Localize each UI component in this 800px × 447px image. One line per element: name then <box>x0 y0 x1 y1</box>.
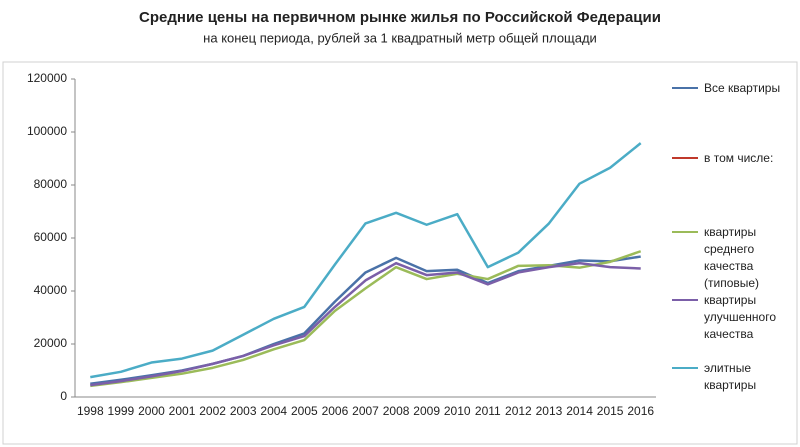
series-line <box>90 255 641 385</box>
x-tick-label: 2002 <box>199 404 226 418</box>
x-tick-label: 2013 <box>536 404 563 418</box>
series-line <box>90 261 641 387</box>
y-tick-label: 20000 <box>34 336 68 350</box>
legend-swatch <box>672 231 698 233</box>
chart-title: Средние цены на первичном рынке жилья по… <box>139 9 661 26</box>
y-tick-label: 80000 <box>34 177 68 191</box>
x-tick-label: 2006 <box>322 404 349 418</box>
legend-label: в том числе: <box>704 151 774 165</box>
legend-label: квартиры улучшенного качества <box>704 293 777 341</box>
legend-swatch <box>672 87 698 89</box>
legend-label: квартиры среднего качества (типовые) <box>704 225 760 290</box>
series-line <box>90 142 642 379</box>
y-tick-label: 60000 <box>34 230 68 244</box>
y-tick-label: 120000 <box>27 71 67 85</box>
x-tick-label: 2016 <box>627 404 654 418</box>
legend-label: элитные квартиры <box>704 361 757 392</box>
x-tick-label: 2015 <box>597 404 624 418</box>
x-tick-label: 2007 <box>352 404 379 418</box>
legend-item: элитные квартиры <box>672 360 797 394</box>
legend-item: квартиры улучшенного качества <box>672 292 797 343</box>
legend-item: Все квартиры <box>672 80 797 97</box>
y-tick-label: 0 <box>60 389 67 403</box>
legend-swatch <box>672 157 698 159</box>
legend-item: в том числе: <box>672 150 797 167</box>
x-tick-label: 2010 <box>444 404 471 418</box>
x-tick-label: 2014 <box>566 404 593 418</box>
x-tick-label: 1998 <box>77 404 104 418</box>
legend-swatch <box>672 367 698 369</box>
y-tick-label: 40000 <box>34 283 68 297</box>
x-tick-label: 2011 <box>475 404 501 418</box>
x-tick-label: 2004 <box>260 404 287 418</box>
x-tick-label: 2012 <box>505 404 532 418</box>
chart-subtitle: на конец периода, рублей за 1 квадратный… <box>203 30 597 45</box>
x-tick-label: 2008 <box>383 404 410 418</box>
x-tick-label: 2005 <box>291 404 318 418</box>
x-tick-label: 2000 <box>138 404 165 418</box>
x-tick-label: 2003 <box>230 404 257 418</box>
series-line <box>90 250 642 388</box>
legend-swatch <box>672 299 698 301</box>
legend-label: Все квартиры <box>704 81 781 95</box>
chart-frame <box>2 61 798 445</box>
legend-item: квартиры среднего качества (типовые) <box>672 224 797 292</box>
x-tick-label: 2009 <box>413 404 440 418</box>
x-tick-label: 2001 <box>169 404 196 418</box>
x-tick-label: 1999 <box>108 404 135 418</box>
y-tick-label: 100000 <box>27 124 67 138</box>
